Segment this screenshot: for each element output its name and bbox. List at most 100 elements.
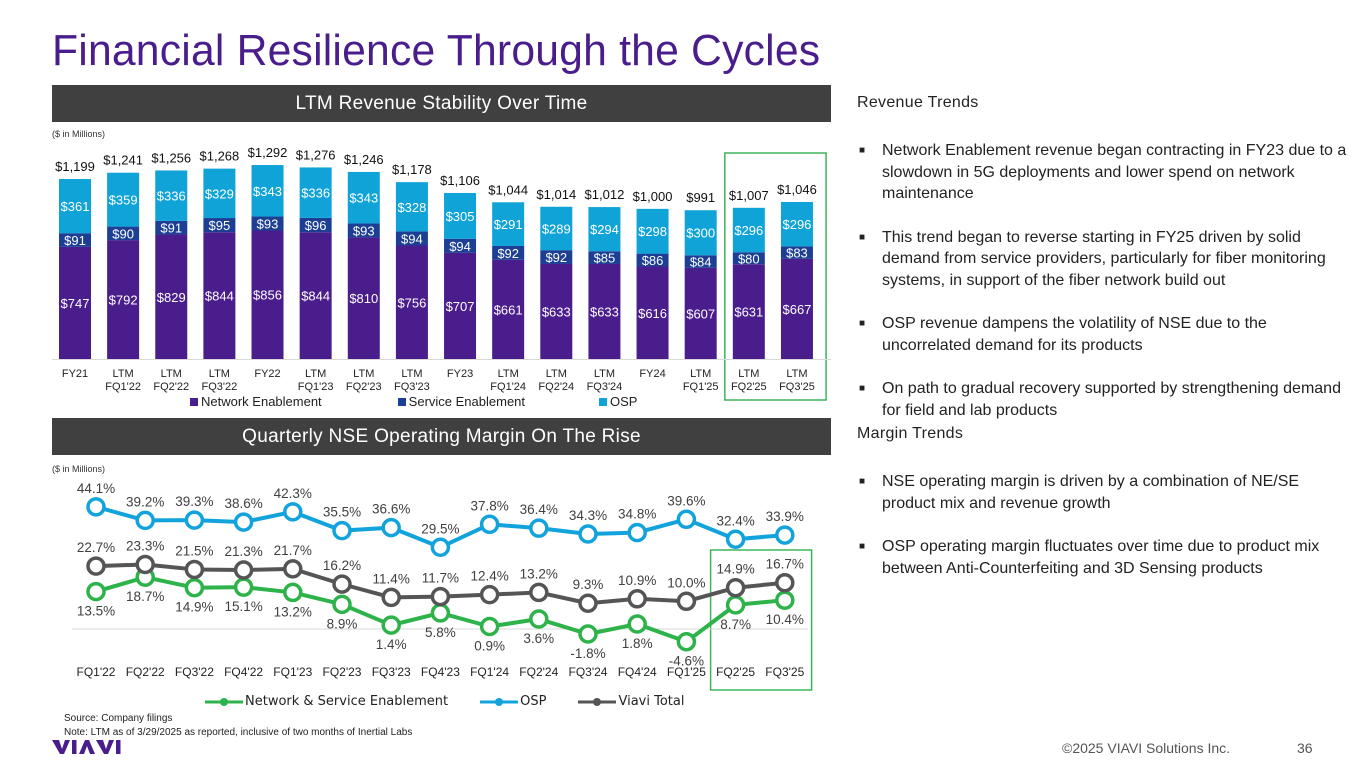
bar-total-label: $1,178 bbox=[392, 162, 432, 177]
data-point bbox=[627, 589, 647, 609]
bar-value-label: $93 bbox=[353, 223, 375, 238]
data-label: 14.9% bbox=[175, 600, 213, 615]
bar-segment-osp bbox=[444, 192, 477, 239]
bullet-item: ■ OSP revenue dampens the volatility of N… bbox=[857, 313, 1347, 356]
bar-value-label: $361 bbox=[61, 199, 90, 214]
data-point bbox=[283, 559, 303, 579]
bar-segment-service-enablement bbox=[155, 220, 188, 235]
bar-total-label: $1,276 bbox=[296, 147, 336, 162]
bar-total-label: $1,007 bbox=[729, 188, 769, 203]
data-point bbox=[529, 582, 549, 603]
category-label: FQ1'24 bbox=[490, 381, 526, 393]
margin-trends-list: ■ NSE operating margin is driven by a com… bbox=[857, 471, 1347, 579]
data-label: 39.6% bbox=[667, 493, 705, 508]
data-label: 21.5% bbox=[175, 543, 213, 558]
bullet-text: OSP revenue dampens the volatility of NS… bbox=[882, 315, 1267, 354]
category-label: FQ3'22 bbox=[175, 665, 214, 679]
bullet-text: NSE operating margin is driven by a comb… bbox=[882, 473, 1300, 512]
category-label: FQ2'22 bbox=[126, 665, 165, 679]
legend-label: OSP bbox=[520, 694, 547, 709]
bar-segment-osp bbox=[299, 167, 332, 218]
category-label: LTM bbox=[161, 368, 182, 380]
data-point bbox=[135, 554, 155, 575]
data-label: 37.8% bbox=[470, 498, 508, 513]
data-point bbox=[627, 522, 647, 543]
data-label: 36.6% bbox=[372, 502, 410, 517]
bar-total-label: $1,044 bbox=[488, 182, 528, 197]
category-label: FQ3'23 bbox=[372, 665, 411, 679]
bar-total-label: $1,246 bbox=[344, 152, 384, 167]
bar-value-label: $343 bbox=[253, 184, 282, 199]
bar-value-label: $707 bbox=[446, 299, 475, 314]
data-point bbox=[430, 603, 451, 623]
bullet-icon: ■ bbox=[859, 145, 866, 156]
margin-legend: Network & Service Enablement OSP Viavi T… bbox=[205, 694, 716, 709]
data-point bbox=[725, 529, 746, 550]
category-label: FQ1'25 bbox=[667, 665, 706, 679]
footer-copyright: ©2025 VIAVI Solutions Inc. bbox=[1062, 740, 1231, 756]
legend-label: Network Enablement bbox=[201, 394, 322, 409]
bar-segment-service-enablement bbox=[59, 233, 91, 247]
revenue-legend: Network Enablement Service Enablement OS… bbox=[190, 394, 637, 409]
legend-item-osp-line: OSP bbox=[480, 694, 546, 709]
data-label: 21.7% bbox=[274, 543, 312, 558]
data-label: 1.4% bbox=[376, 637, 407, 652]
bullet-icon: ■ bbox=[859, 383, 866, 394]
data-label: -4.6% bbox=[669, 654, 704, 669]
data-label: 3.6% bbox=[523, 631, 554, 646]
legend-label: Service Enablement bbox=[408, 394, 526, 409]
category-label: FQ2'23 bbox=[323, 665, 362, 679]
data-label: 10.9% bbox=[618, 573, 656, 588]
bar-segment-osp bbox=[588, 207, 621, 252]
data-label: 11.4% bbox=[373, 571, 410, 586]
note-text: Note: LTM as of 3/29/2025 as reported, i… bbox=[64, 727, 413, 738]
category-label: LTM bbox=[786, 368, 807, 380]
bar-segment-network-enablement bbox=[203, 232, 236, 359]
category-label: FQ2'25 bbox=[731, 381, 767, 393]
data-label: 16.2% bbox=[323, 558, 361, 573]
bar-segment-osp bbox=[492, 202, 525, 246]
bar-total-label: $1,012 bbox=[585, 187, 625, 202]
bullet-icon: ■ bbox=[859, 318, 866, 329]
bar-total-label: $1,046 bbox=[777, 182, 817, 197]
bar-segment-osp bbox=[155, 170, 188, 221]
bar-segment-network-enablement bbox=[299, 232, 332, 359]
legend-label: OSP bbox=[610, 394, 638, 409]
legend-swatch-osp bbox=[599, 397, 608, 406]
bar-segment-network-enablement bbox=[540, 263, 573, 359]
data-point bbox=[86, 497, 106, 517]
bar-value-label: $296 bbox=[782, 217, 811, 232]
category-label: LTM bbox=[498, 368, 519, 380]
bar-value-label: $305 bbox=[446, 209, 475, 224]
bar-value-label: $86 bbox=[642, 253, 664, 268]
source-text: Source: Company filings bbox=[64, 713, 173, 724]
data-point bbox=[578, 624, 598, 644]
bar-value-label: $84 bbox=[690, 255, 712, 270]
bar-value-label: $359 bbox=[109, 193, 138, 208]
legend-swatch-service-enablement bbox=[397, 397, 406, 406]
bullet-text: On path to gradual recovery supported by… bbox=[882, 380, 1341, 419]
data-point bbox=[479, 616, 500, 637]
page-number: 36 bbox=[1297, 740, 1313, 756]
category-label: FQ1'24 bbox=[470, 665, 509, 679]
category-label: FY22 bbox=[254, 368, 280, 380]
bar-segment-network-enablement bbox=[492, 259, 525, 359]
data-point bbox=[529, 518, 549, 538]
category-label: FQ2'23 bbox=[346, 381, 382, 393]
bar-segment-network-enablement bbox=[732, 264, 765, 359]
bar-segment-service-enablement bbox=[780, 246, 813, 259]
data-label: 1.8% bbox=[622, 636, 653, 651]
data-point bbox=[86, 581, 106, 602]
data-label: 38.6% bbox=[224, 496, 262, 511]
bar-segment-osp bbox=[59, 179, 91, 234]
bar-segment-service-enablement bbox=[347, 223, 380, 238]
category-label: FQ2'22 bbox=[153, 381, 189, 393]
data-label: 23.3% bbox=[126, 538, 164, 553]
data-point bbox=[775, 572, 795, 593]
data-point bbox=[381, 517, 401, 538]
bar-value-label: $856 bbox=[253, 288, 282, 303]
bar-total-label: $991 bbox=[686, 190, 715, 205]
data-label: 39.3% bbox=[175, 494, 213, 509]
bar-value-label: $289 bbox=[542, 221, 571, 236]
bar-segment-osp bbox=[347, 171, 380, 224]
